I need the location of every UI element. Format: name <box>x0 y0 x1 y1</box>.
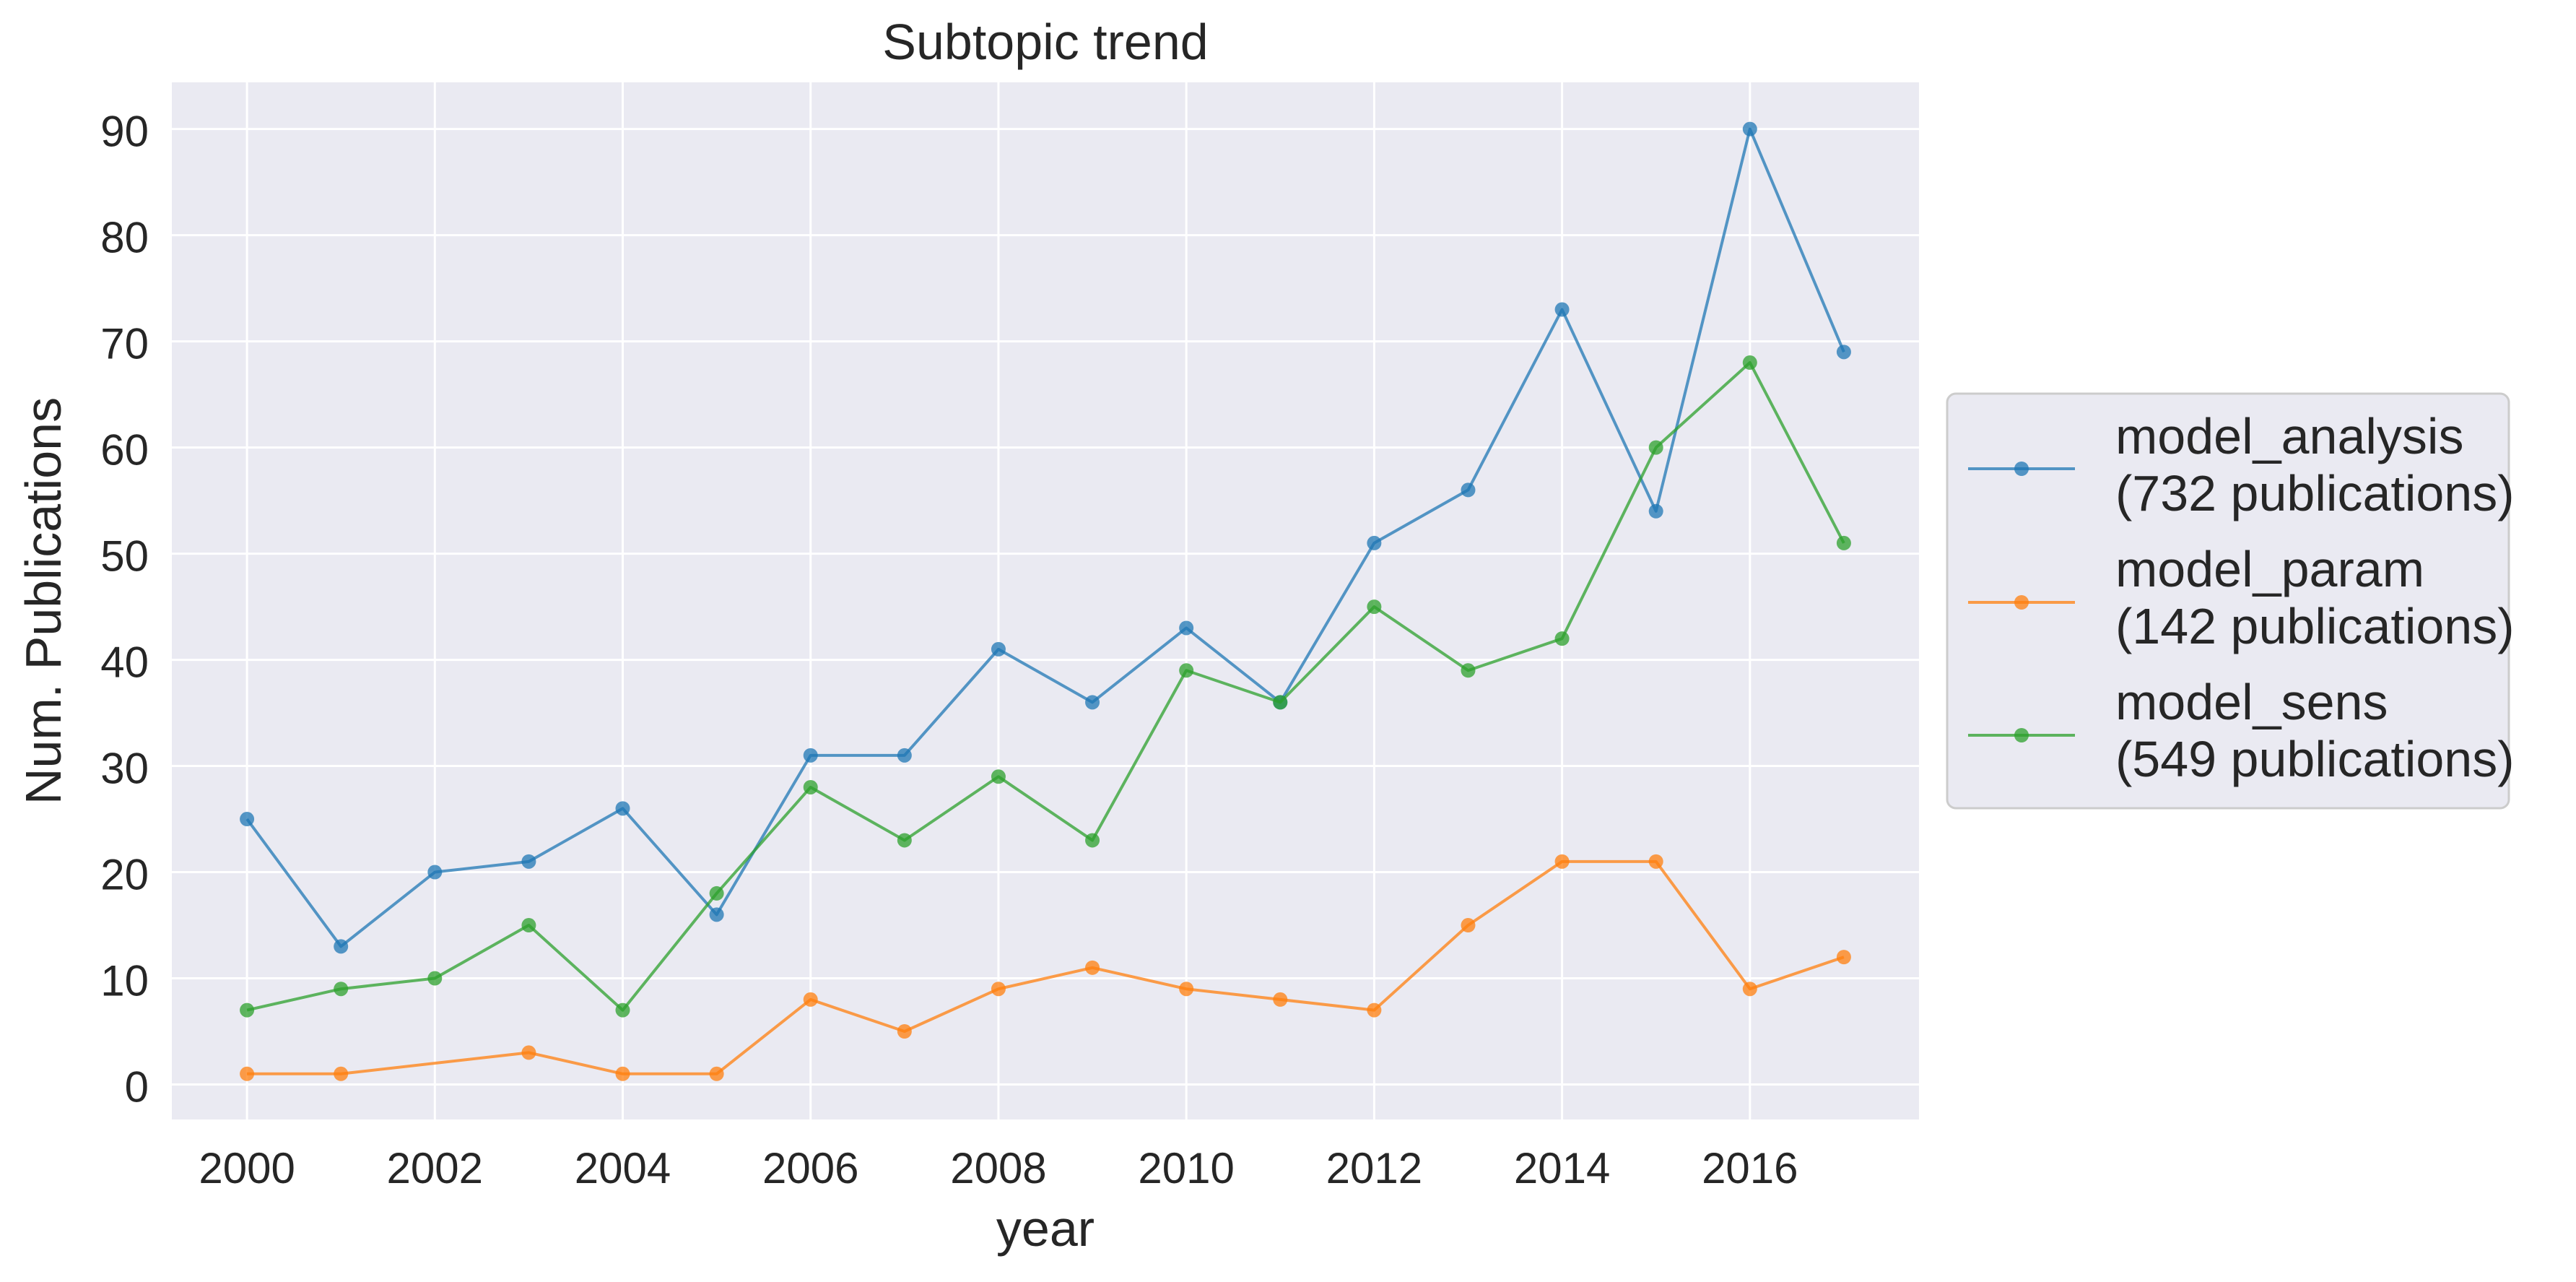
data-point-model-sens <box>1742 355 1757 371</box>
data-point-model-param <box>1085 960 1100 975</box>
data-point-model-sens <box>991 769 1006 784</box>
series-layer <box>240 121 1851 1081</box>
y-axis-label: Num. Publications <box>15 397 71 805</box>
y-tick-label: 50 <box>100 532 149 581</box>
data-point-model-sens <box>1554 631 1570 646</box>
y-tick-label: 30 <box>100 745 149 793</box>
data-point-model-analysis <box>334 939 349 954</box>
data-point-model-param <box>1273 992 1288 1007</box>
legend-sublabel-model-analysis: (732 publications) <box>2115 465 2515 521</box>
data-point-model-analysis <box>615 801 630 816</box>
data-point-model-sens <box>1179 663 1194 678</box>
data-point-model-param <box>1554 854 1570 869</box>
x-tick-label: 2012 <box>1326 1144 1422 1192</box>
legend-marker-model-sens <box>2014 728 2029 742</box>
data-point-model-param <box>1836 950 1851 965</box>
series-model-sens <box>240 355 1851 1018</box>
data-point-model-analysis <box>427 865 443 880</box>
data-point-model-analysis <box>1461 482 1476 498</box>
x-axis-label: year <box>996 1200 1095 1257</box>
legend-label-model-sens: model_sens <box>2115 674 2388 730</box>
data-point-model-sens <box>709 885 724 901</box>
plot-background <box>172 82 1919 1119</box>
data-point-model-analysis <box>897 748 912 763</box>
data-point-model-analysis <box>1179 620 1194 636</box>
series-line-model-sens <box>246 361 1845 1012</box>
data-point-model-param <box>521 1045 536 1060</box>
y-tick-label: 90 <box>100 108 149 156</box>
data-point-model-analysis <box>1648 503 1663 519</box>
data-point-model-param <box>334 1066 349 1081</box>
data-point-model-param <box>1648 854 1663 869</box>
legend-entry-model-analysis: model_analysis (732 publications) <box>1968 408 2515 521</box>
data-point-model-param <box>991 982 1006 997</box>
legend-entry-model-param: model_param (142 publications) <box>1968 541 2515 654</box>
data-point-model-sens <box>803 779 818 794</box>
data-point-model-sens <box>1836 535 1851 550</box>
data-point-model-param <box>615 1066 630 1081</box>
legend-marker-model-param <box>2014 595 2029 610</box>
legend-label-model-param: model_param <box>2115 541 2424 597</box>
data-point-model-analysis <box>1742 121 1757 137</box>
grid <box>172 82 1919 1119</box>
y-tick-label: 0 <box>125 1062 149 1111</box>
data-point-model-param <box>709 1066 724 1081</box>
series-line-model-analysis <box>245 127 1845 948</box>
data-point-model-sens <box>897 833 912 848</box>
data-point-model-analysis <box>1554 302 1570 317</box>
data-point-model-param <box>1461 918 1476 933</box>
series-model-analysis <box>240 121 1851 954</box>
series-model-param <box>240 854 1851 1081</box>
legend-label-model-analysis: model_analysis <box>2115 408 2463 464</box>
chart-title: Subtopic trend <box>882 14 1208 70</box>
x-tick-label: 2010 <box>1138 1144 1234 1192</box>
data-point-model-analysis <box>803 748 818 763</box>
x-tick-label: 2006 <box>762 1144 858 1192</box>
data-point-model-sens <box>1648 440 1663 455</box>
data-point-model-param <box>897 1024 912 1039</box>
data-point-model-sens <box>240 1002 255 1018</box>
data-point-model-sens <box>1367 599 1382 615</box>
legend-entry-model-sens: model_sens (549 publications) <box>1968 674 2515 787</box>
data-point-model-param <box>240 1066 255 1081</box>
data-point-model-sens <box>1461 663 1476 678</box>
y-tick-label: 10 <box>100 957 149 1005</box>
data-point-model-analysis <box>1367 535 1382 550</box>
data-point-model-analysis <box>240 812 255 827</box>
data-point-model-sens <box>334 982 349 997</box>
x-tick-label: 2000 <box>199 1144 295 1192</box>
data-point-model-sens <box>1085 833 1100 848</box>
data-point-model-param <box>1742 982 1757 997</box>
x-tick-label: 2008 <box>950 1144 1046 1192</box>
data-point-model-analysis <box>1836 345 1851 360</box>
tick-labels: 0 10 20 30 40 50 60 70 80 90 2000 2002 2004 2006 2008 2… <box>100 108 1798 1192</box>
data-point-model-sens <box>427 971 443 986</box>
data-point-model-sens <box>521 918 536 933</box>
x-tick-label: 2016 <box>1702 1144 1798 1192</box>
data-point-model-sens <box>615 1002 630 1018</box>
data-point-model-analysis <box>991 641 1006 657</box>
legend: model_analysis (732 publications) model_… <box>1946 392 2515 810</box>
y-tick-label: 60 <box>100 426 149 475</box>
x-tick-label: 2002 <box>387 1144 483 1192</box>
y-tick-label: 70 <box>100 320 149 368</box>
data-point-model-analysis <box>1085 695 1100 710</box>
data-point-model-analysis <box>521 854 536 869</box>
legend-box <box>1946 392 2510 810</box>
legend-marker-model-analysis <box>2014 462 2029 476</box>
x-tick-label: 2004 <box>575 1144 671 1192</box>
x-tick-label: 2014 <box>1514 1144 1610 1192</box>
data-point-model-sens <box>1273 695 1288 710</box>
y-tick-label: 80 <box>100 214 149 262</box>
data-point-model-param <box>803 992 818 1007</box>
y-tick-label: 20 <box>100 851 149 899</box>
data-point-model-param <box>1179 982 1194 997</box>
data-point-model-analysis <box>709 907 724 922</box>
y-tick-label: 40 <box>100 638 149 687</box>
data-point-model-param <box>1367 1002 1382 1018</box>
legend-sublabel-model-sens: (549 publications) <box>2115 731 2515 787</box>
legend-sublabel-model-param: (142 publications) <box>2115 598 2515 654</box>
